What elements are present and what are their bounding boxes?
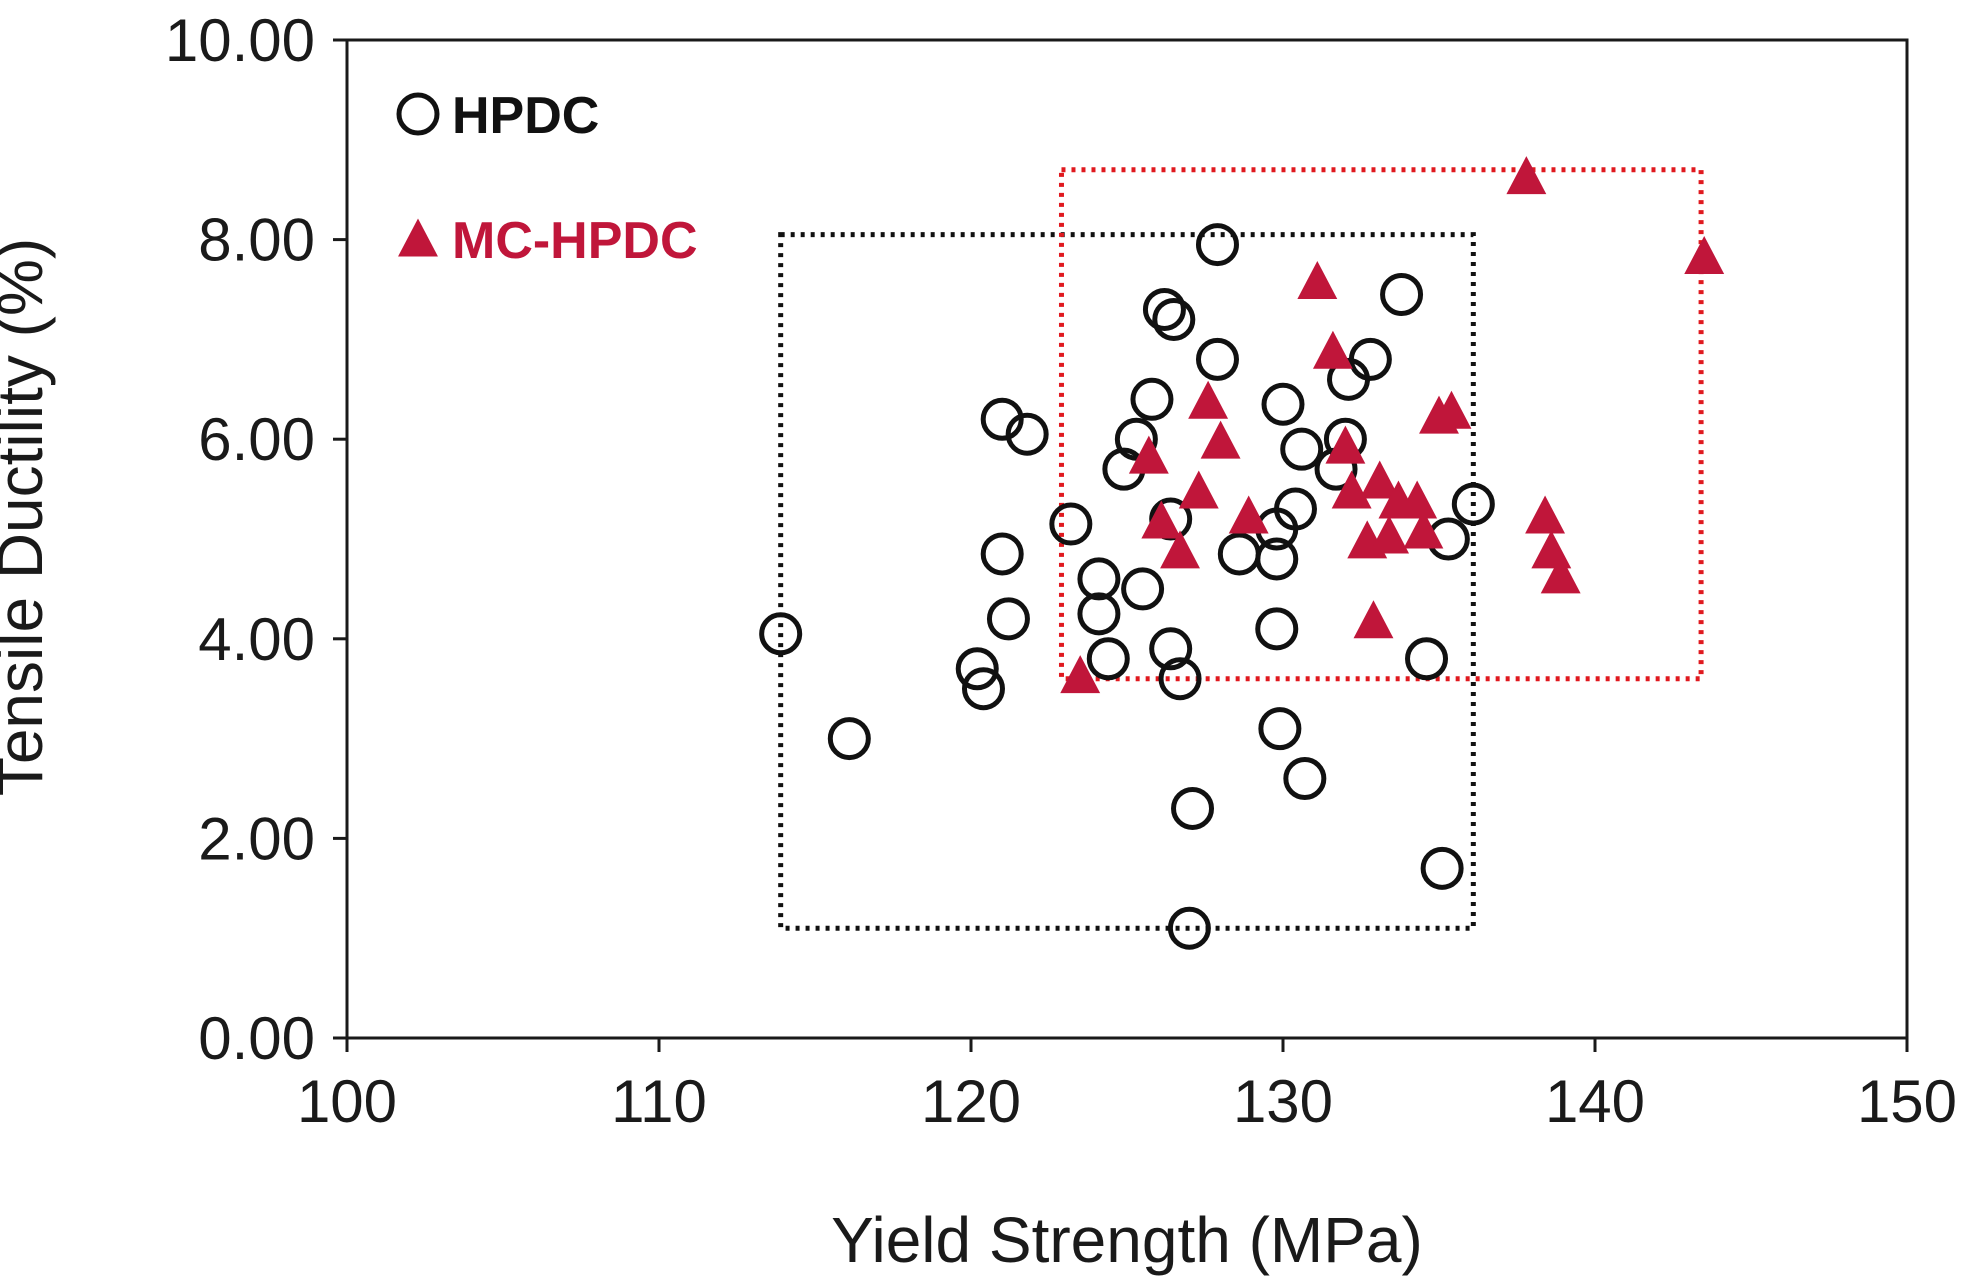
x-axis-title: Yield Strength (MPa) <box>831 1204 1423 1276</box>
point-mc-hpdc <box>1353 600 1394 639</box>
range-box-mc-hpdc <box>1058 167 1704 682</box>
x-tick-label: 150 <box>1857 1068 1957 1135</box>
x-tick-label: 110 <box>611 1068 707 1135</box>
point-hpdc <box>986 597 1030 641</box>
point-hpdc <box>1420 846 1464 890</box>
point-hpdc <box>1077 557 1121 601</box>
point-mc-hpdc <box>1531 530 1572 569</box>
point-hpdc <box>955 647 999 691</box>
point-mc-hpdc <box>1684 236 1725 274</box>
legend-marker-mc-hpdc <box>398 218 438 257</box>
point-mc-hpdc <box>1160 530 1200 569</box>
y-axis-title: Tensile Ductility (%) <box>0 238 56 796</box>
point-mc-hpdc <box>1397 480 1438 519</box>
point-hpdc <box>1280 427 1324 471</box>
y-tick-label: 4.00 <box>198 606 315 673</box>
point-hpdc <box>961 667 1005 711</box>
point-mc-hpdc <box>1178 470 1219 509</box>
point-hpdc <box>1121 567 1165 611</box>
point-mc-hpdc <box>1431 390 1472 429</box>
point-hpdc <box>1049 502 1093 546</box>
point-hpdc <box>1171 786 1215 830</box>
point-hpdc <box>1451 482 1495 526</box>
y-tick-label: 2.00 <box>198 805 315 872</box>
point-hpdc <box>1217 532 1261 576</box>
point-hpdc <box>1348 337 1392 381</box>
point-mc-hpdc <box>1312 330 1353 369</box>
x-tick-label: 130 <box>1233 1068 1333 1135</box>
point-hpdc <box>1142 287 1186 331</box>
y-tick-label: 10.00 <box>165 7 315 74</box>
point-hpdc <box>1158 657 1202 701</box>
point-mc-hpdc <box>1525 495 1566 534</box>
x-tick-label: 100 <box>297 1068 397 1135</box>
x-tick-label: 140 <box>1545 1068 1645 1135</box>
point-hpdc <box>1273 487 1317 531</box>
point-hpdc <box>1258 707 1302 751</box>
axis-ticks: 100 110 120 130 140 150 0.00 2.00 4.00 6.00 8.00 10… <box>165 7 1957 1135</box>
x-tick-label: 120 <box>921 1068 1021 1135</box>
legend: HPDC MC-HPDC <box>396 87 698 270</box>
point-mc-hpdc <box>1200 420 1241 459</box>
point-mc-hpdc <box>1331 470 1372 509</box>
point-hpdc <box>1130 377 1174 421</box>
y-tick-label: 8.00 <box>198 207 315 274</box>
plot-area-frame <box>345 38 1909 1040</box>
point-hpdc <box>1152 297 1196 341</box>
y-tick-label: 0.00 <box>198 1005 315 1072</box>
point-hpdc <box>1195 223 1239 267</box>
point-hpdc <box>759 612 803 656</box>
point-mc-hpdc <box>1540 555 1581 594</box>
point-hpdc <box>1005 412 1049 456</box>
point-hpdc <box>827 717 871 761</box>
point-hpdc <box>980 532 1024 576</box>
point-mc-hpdc <box>1325 425 1366 464</box>
range-boxes <box>778 167 1704 931</box>
point-hpdc <box>1086 637 1130 681</box>
range-box-hpdc <box>778 232 1476 931</box>
point-hpdc <box>1405 637 1449 681</box>
point-hpdc <box>1261 382 1305 426</box>
point-hpdc <box>1077 592 1121 636</box>
point-hpdc <box>1283 757 1327 801</box>
point-hpdc <box>1380 272 1424 316</box>
point-hpdc <box>1167 906 1211 950</box>
point-mc-hpdc <box>1369 515 1410 554</box>
legend-label-mc-hpdc: MC-HPDC <box>452 212 698 270</box>
point-mc-hpdc <box>1060 655 1101 694</box>
point-hpdc <box>1149 627 1193 671</box>
point-mc-hpdc <box>1128 435 1169 474</box>
point-hpdc <box>980 397 1024 441</box>
point-mc-hpdc <box>1359 460 1400 499</box>
point-mc-hpdc <box>1506 156 1547 195</box>
point-hpdc <box>1114 417 1158 461</box>
y-tick-label: 6.00 <box>198 406 315 473</box>
legend-label-hpdc: HPDC <box>452 87 599 145</box>
point-mc-hpdc <box>1297 260 1338 299</box>
legend-marker-hpdc <box>396 92 440 136</box>
data-points <box>759 156 1725 950</box>
point-mc-hpdc <box>1188 380 1229 419</box>
point-mc-hpdc <box>1403 510 1444 549</box>
point-hpdc <box>1255 607 1299 651</box>
point-hpdc <box>1195 337 1239 381</box>
point-hpdc <box>1255 537 1299 581</box>
point-mc-hpdc <box>1228 495 1269 534</box>
point-mc-hpdc <box>1141 500 1182 539</box>
